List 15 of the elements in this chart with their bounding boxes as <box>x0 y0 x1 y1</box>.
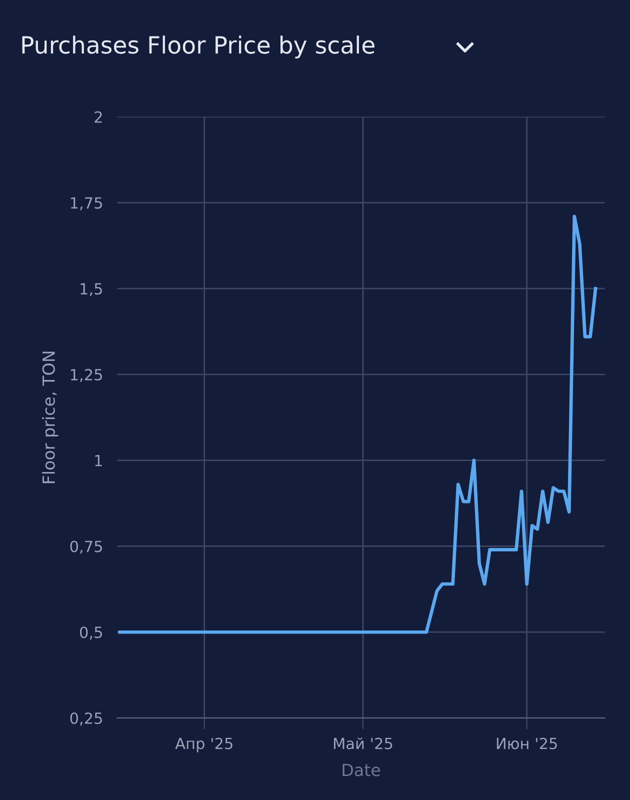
y-tick-label: 0,5 <box>80 626 102 640</box>
y-axis-title: Floor price, TON <box>42 352 58 484</box>
y-tick-label: 1,5 <box>80 283 102 296</box>
y-tick-label: 0,75 <box>70 540 102 554</box>
y-tick-label: 1,25 <box>70 368 102 382</box>
y-tick-label: 0,25 <box>70 712 102 726</box>
line-series <box>118 214 598 634</box>
x-tick-label: Июн '25 <box>496 738 557 750</box>
y-tick-label: 1 <box>95 455 102 466</box>
x-tick-label: Май '25 <box>334 738 392 750</box>
y-tick-label: 2 <box>94 111 102 123</box>
x-axis-title: Date <box>342 764 380 776</box>
y-tick-label: 1,75 <box>70 197 102 210</box>
x-tick-label: Апр '25 <box>175 738 232 752</box>
chart-title: Purchases Floor Price by scale <box>22 36 374 58</box>
